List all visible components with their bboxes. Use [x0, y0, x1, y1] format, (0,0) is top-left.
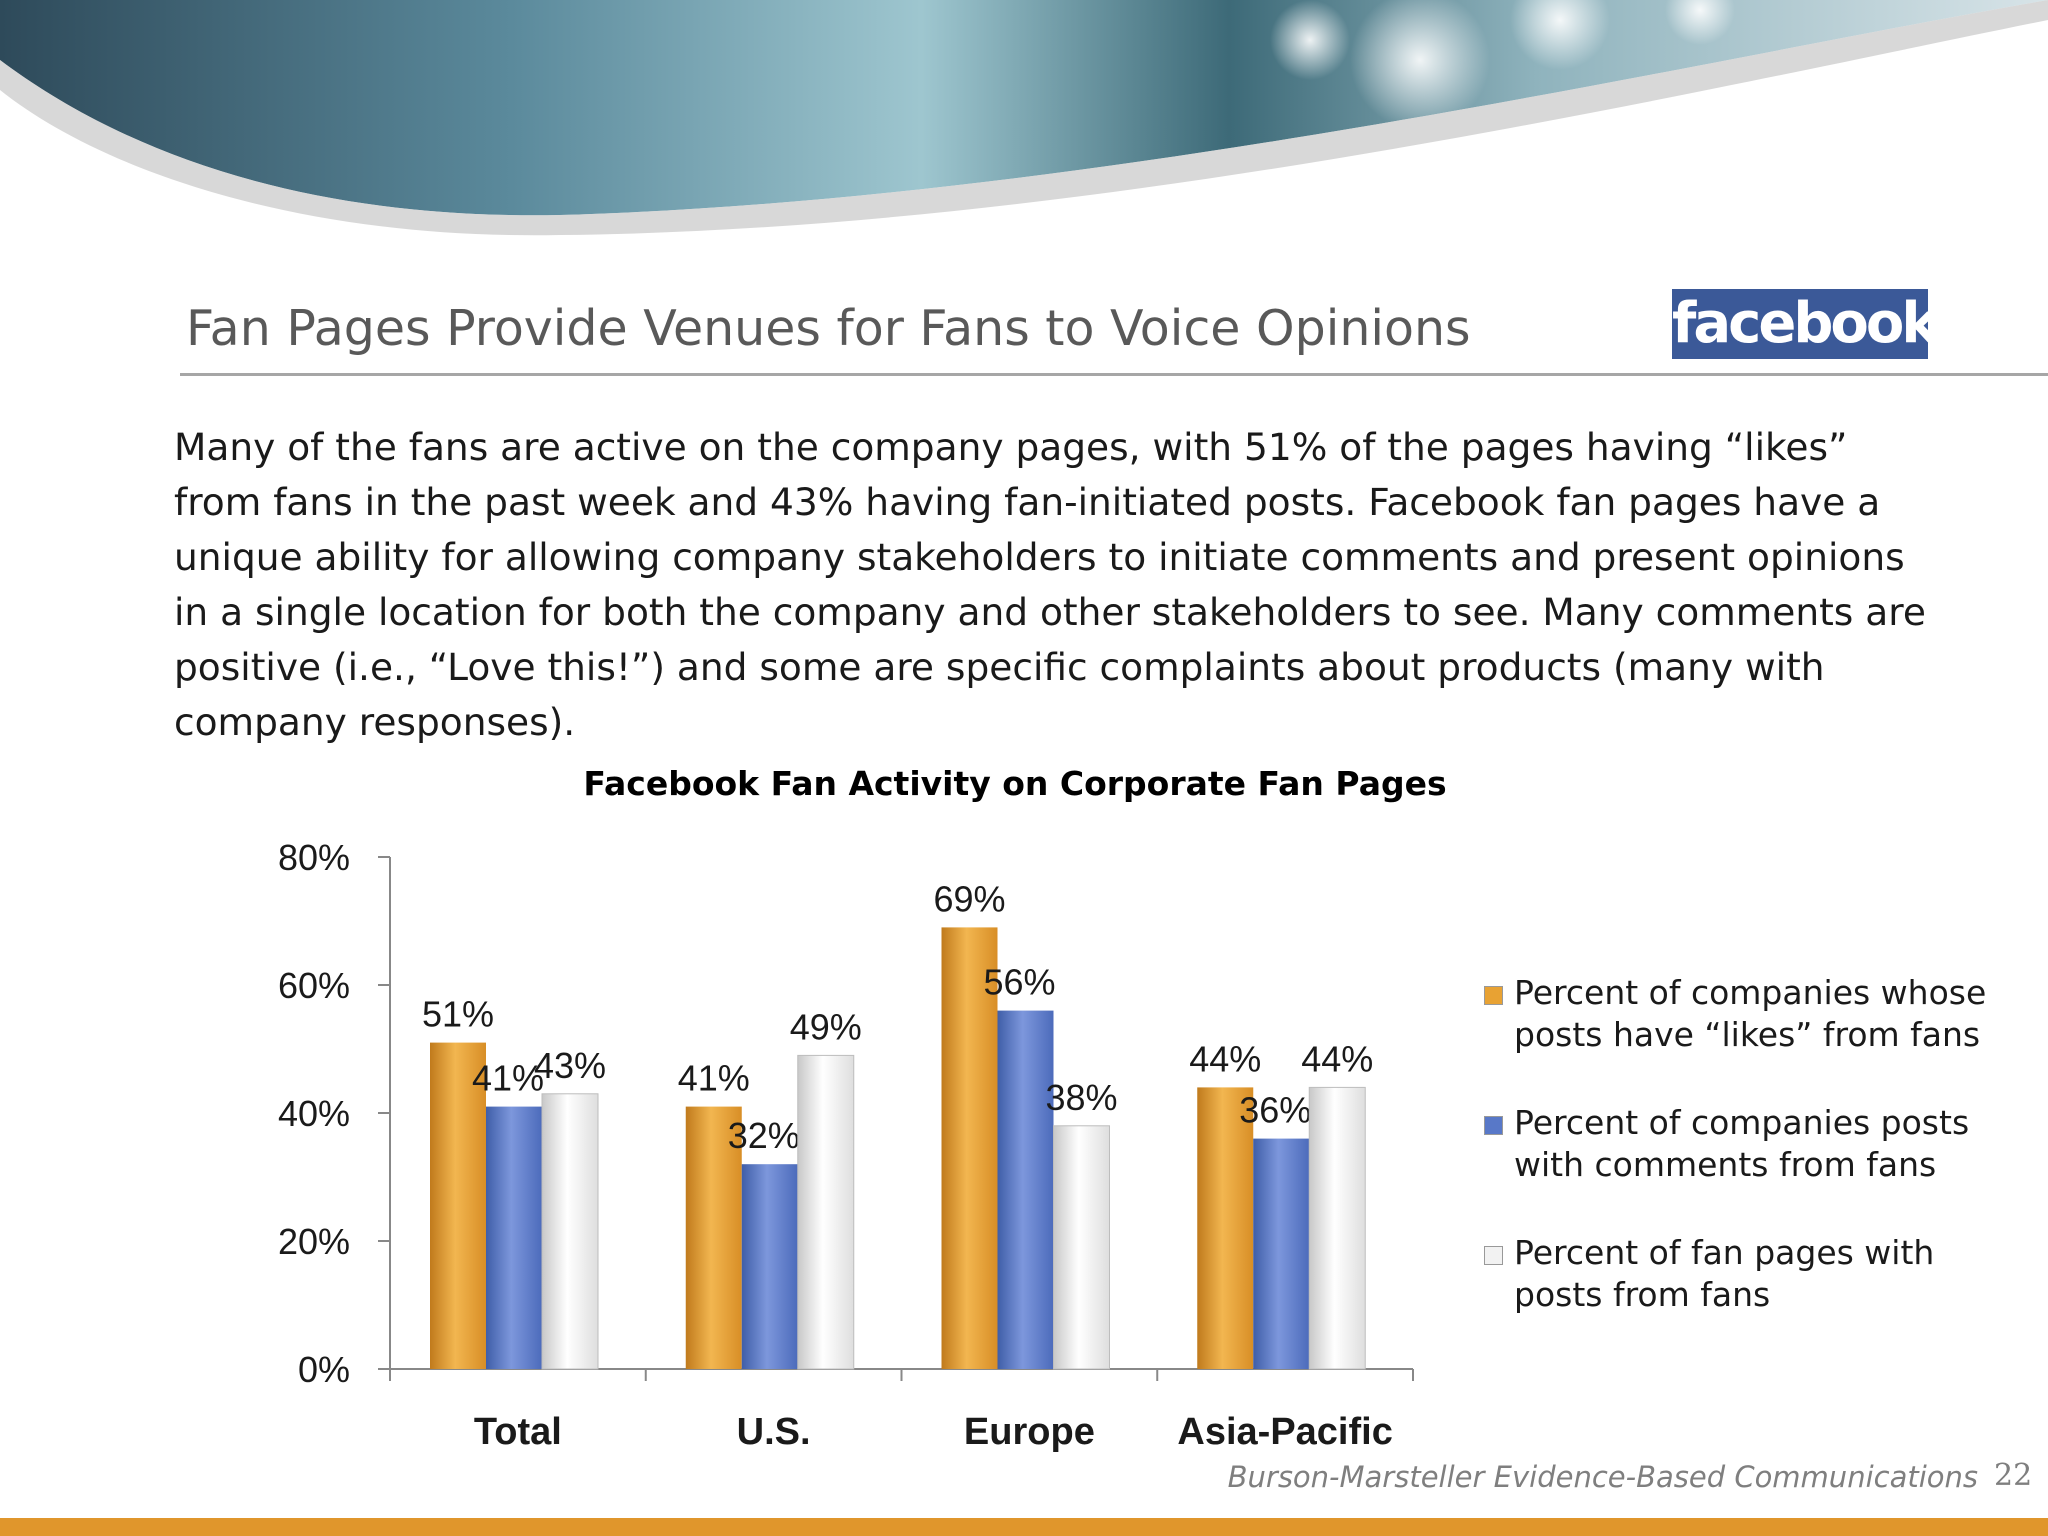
legend-label-posts: Percent of fan pages with posts from fan…: [1514, 1233, 1935, 1314]
bar-europe-series-1: [997, 1010, 1054, 1369]
bar-u-s--series-1: [741, 1164, 798, 1369]
y-tick-label: 80%: [278, 837, 350, 878]
bar-total-series-2: [541, 1093, 599, 1370]
data-label: 69%: [933, 878, 1005, 919]
data-label: 51%: [422, 994, 494, 1035]
x-category-label: Total: [474, 1411, 562, 1453]
legend-label-comments: Percent of companies posts with comments…: [1514, 1103, 1970, 1184]
bar-asia-pacific-series-2: [1308, 1086, 1366, 1370]
data-label: 44%: [1301, 1038, 1373, 1079]
data-label: 36%: [1239, 1090, 1311, 1131]
body-paragraph: Many of the fans are active on the compa…: [174, 425, 1926, 744]
bar-u-s--series-0: [685, 1106, 742, 1369]
header-banner-image: [0, 0, 2048, 236]
facebook-logo: facebook: [1672, 289, 1939, 359]
data-label: 32%: [728, 1115, 800, 1156]
legend-item-comments: Percent of companies posts with comments…: [1482, 1102, 2002, 1186]
data-label: 56%: [983, 962, 1055, 1003]
legend-label-likes: Percent of companies whose posts have “l…: [1514, 973, 1987, 1054]
y-tick-label: 40%: [278, 1093, 350, 1134]
chart-legend: Percent of companies whose posts have “l…: [1482, 972, 2002, 1362]
data-label: 49%: [790, 1006, 862, 1047]
bottom-accent-bar: [0, 1518, 2048, 1536]
title-divider: [180, 373, 2048, 376]
data-label: 41%: [472, 1058, 544, 1099]
legend-item-likes: Percent of companies whose posts have “l…: [1482, 972, 2002, 1056]
footer-credit: Burson-Marsteller Evidence-Based Communi…: [1227, 1460, 1978, 1494]
data-label: 38%: [1045, 1077, 1117, 1118]
legend-swatch-blue: [1484, 1116, 1503, 1135]
bar-asia-pacific-series-1: [1253, 1138, 1310, 1369]
chart-title: Facebook Fan Activity on Corporate Fan P…: [583, 764, 1447, 803]
bar-total-series-0: [430, 1042, 486, 1369]
page-number: 22: [1994, 1458, 2033, 1493]
bar-total-series-1: [486, 1106, 542, 1369]
bar-europe-series-2: [1053, 1125, 1110, 1370]
x-category-label: Asia-Pacific: [1177, 1411, 1392, 1453]
data-label: 44%: [1189, 1038, 1261, 1079]
legend-item-posts: Percent of fan pages with posts from fan…: [1482, 1232, 2002, 1316]
y-tick-label: 0%: [298, 1349, 350, 1390]
slide-title: Fan Pages Provide Venues for Fans to Voi…: [186, 300, 1471, 357]
y-tick-label: 20%: [278, 1221, 350, 1262]
bar-europe-series-0: [941, 927, 998, 1369]
legend-swatch-white: [1484, 1246, 1503, 1265]
x-category-label: U.S.: [737, 1411, 811, 1453]
x-category-label: Europe: [964, 1411, 1095, 1453]
data-label: 43%: [534, 1045, 606, 1086]
y-tick-label: 60%: [278, 965, 350, 1006]
bar-u-s--series-2: [797, 1054, 855, 1370]
data-label: 41%: [678, 1058, 750, 1099]
bar-asia-pacific-series-0: [1197, 1087, 1254, 1369]
legend-swatch-orange: [1484, 986, 1503, 1005]
